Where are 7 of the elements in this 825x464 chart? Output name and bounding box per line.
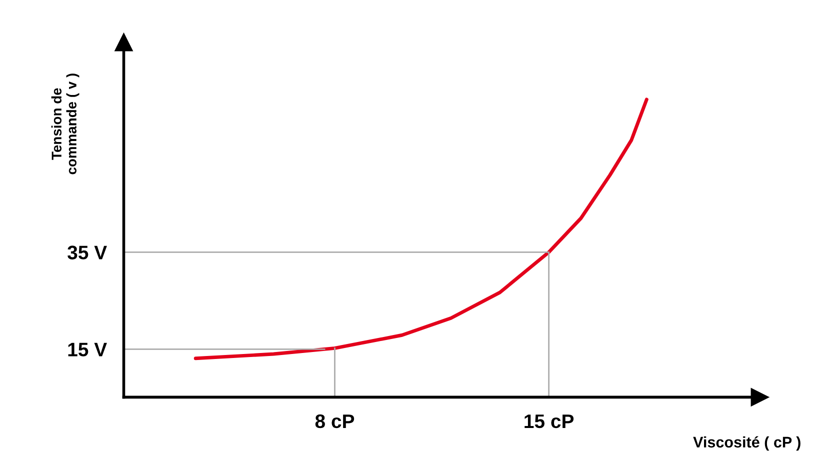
line-series bbox=[194, 98, 648, 360]
x-axis-title: Viscosité ( cP ) bbox=[693, 436, 800, 451]
y-tick-label: 35 V bbox=[68, 246, 107, 260]
y-tick-label: 15 V bbox=[68, 342, 107, 356]
x-tick-label: 8 cP bbox=[315, 414, 354, 428]
y-axis-title: Tension de commande ( v ) bbox=[51, 74, 80, 174]
x-tick-label: 15 cP bbox=[524, 414, 574, 428]
